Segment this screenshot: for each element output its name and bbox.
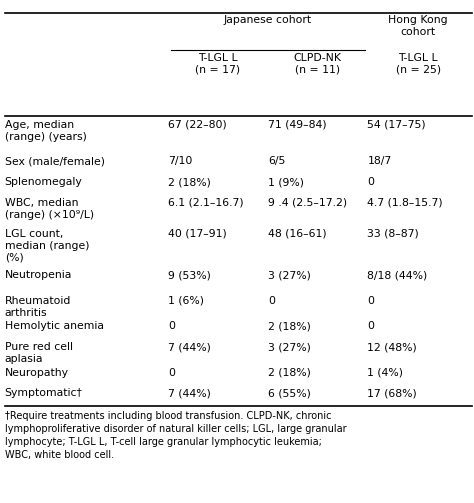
Text: WBC, median
(range) (×10⁹/L): WBC, median (range) (×10⁹/L) [5,198,94,220]
Text: 0: 0 [268,296,275,306]
Text: 54 (17–75): 54 (17–75) [367,120,426,130]
Text: Hong Kong
cohort: Hong Kong cohort [389,15,448,37]
Text: 12 (48%): 12 (48%) [367,342,417,352]
Text: 0: 0 [367,177,374,187]
Text: 4.7 (1.8–15.7): 4.7 (1.8–15.7) [367,198,443,208]
Text: 2 (18%): 2 (18%) [268,368,310,378]
Text: LGL count,
median (range)
(%): LGL count, median (range) (%) [5,229,89,263]
Text: 48 (16–61): 48 (16–61) [268,229,327,239]
Text: Japanese cohort: Japanese cohort [224,15,312,25]
Text: Sex (male/female): Sex (male/female) [5,156,105,166]
Text: Pure red cell
aplasiа: Pure red cell aplasiа [5,342,73,364]
Text: 71 (49–84): 71 (49–84) [268,120,327,130]
Text: Neuropathy: Neuropathy [5,368,69,378]
Text: CLPD-NK
(n = 11): CLPD-NK (n = 11) [293,53,342,75]
Text: 6/5: 6/5 [268,156,285,166]
Text: Rheumatoid
arthritis: Rheumatoid arthritis [5,296,71,318]
Text: 8/18 (44%): 8/18 (44%) [367,270,428,280]
Text: 6.1 (2.1–16.7): 6.1 (2.1–16.7) [168,198,244,208]
Text: T-LGL L
(n = 25): T-LGL L (n = 25) [396,53,441,75]
Text: 6 (55%): 6 (55%) [268,388,310,398]
Text: T-LGL L
(n = 17): T-LGL L (n = 17) [195,53,241,75]
Text: 40 (17–91): 40 (17–91) [168,229,227,239]
Text: Symptomatic†: Symptomatic† [5,388,82,398]
Text: 0: 0 [367,296,374,306]
Text: 17 (68%): 17 (68%) [367,388,417,398]
Text: 2 (18%): 2 (18%) [168,177,211,187]
Text: Age, median
(range) (years): Age, median (range) (years) [5,120,87,142]
Text: 7 (44%): 7 (44%) [168,388,211,398]
Text: 0: 0 [168,368,175,378]
Text: Neutropenia: Neutropenia [5,270,72,280]
Text: 0: 0 [367,321,374,331]
Text: 7/10: 7/10 [168,156,192,166]
Text: 1 (9%): 1 (9%) [268,177,304,187]
Text: 7 (44%): 7 (44%) [168,342,211,352]
Text: 18/7: 18/7 [367,156,392,166]
Text: †Require treatments including blood transfusion. CLPD-NK, chronic
lymphoprolifer: †Require treatments including blood tran… [5,411,346,460]
Text: 3 (27%): 3 (27%) [268,270,310,280]
Text: 3 (27%): 3 (27%) [268,342,310,352]
Text: 67 (22–80): 67 (22–80) [168,120,227,130]
Text: 9 (53%): 9 (53%) [168,270,211,280]
Text: Hemolytic anemia: Hemolytic anemia [5,321,104,331]
Text: 0: 0 [168,321,175,331]
Text: 9 .4 (2.5–17.2): 9 .4 (2.5–17.2) [268,198,347,208]
Text: 2 (18%): 2 (18%) [268,321,310,331]
Text: 33 (8–87): 33 (8–87) [367,229,419,239]
Text: 1 (4%): 1 (4%) [367,368,403,378]
Text: 1 (6%): 1 (6%) [168,296,204,306]
Text: Splenomegaly: Splenomegaly [5,177,82,187]
